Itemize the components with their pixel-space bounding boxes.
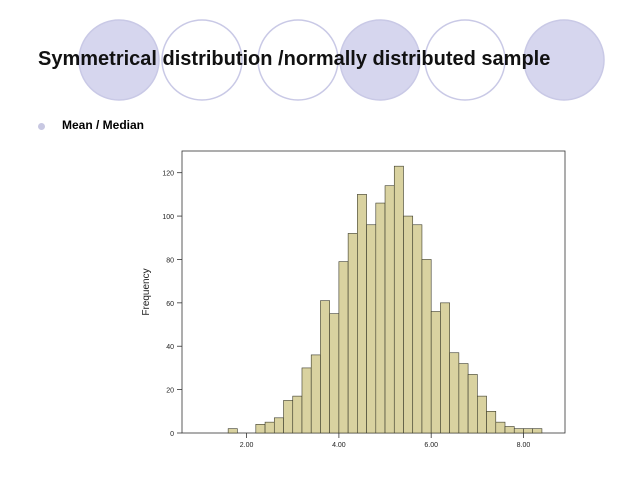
y-tick-label: 60 <box>166 301 174 308</box>
histogram-bar <box>357 194 367 434</box>
histogram-bar <box>523 428 533 434</box>
histogram-bar <box>292 395 303 434</box>
histogram-bar <box>495 421 506 434</box>
histogram-bar <box>347 233 358 434</box>
deco-circle <box>78 19 160 101</box>
y-tick-label: 120 <box>162 171 174 178</box>
histogram-bar <box>513 428 524 434</box>
y-tick-label: 80 <box>166 257 174 264</box>
histogram-bar <box>310 354 321 434</box>
histogram-bar <box>273 417 284 434</box>
histogram-bar <box>504 426 515 434</box>
histogram-bar <box>532 428 543 434</box>
histogram-bar <box>430 311 441 434</box>
x-tick-label: 2.00 <box>240 442 254 449</box>
histogram-chart: 0 20 40 60 80 100 120 2.00 4.00 6.00 8.00 Frequenc… <box>141 150 566 449</box>
histogram-bar <box>477 395 487 434</box>
x-tick-label: 4.00 <box>332 442 346 449</box>
y-axis-label: Frequency <box>141 268 152 315</box>
histogram-bar <box>227 428 238 434</box>
y-tick-label: 20 <box>166 388 174 395</box>
axes: 0 20 40 60 80 100 120 2.00 4.00 6.00 8.00 <box>162 171 530 449</box>
deco-circle <box>257 19 339 101</box>
histogram-bar <box>467 374 478 434</box>
y-tick-label: 40 <box>166 344 174 351</box>
x-tick-label: 6.00 <box>424 442 438 449</box>
histogram-bar <box>283 400 294 434</box>
histogram-bar <box>366 224 377 434</box>
histogram-bar <box>393 165 404 434</box>
histogram-bar <box>440 302 450 434</box>
bullet-text: Mean / Median <box>62 118 145 132</box>
histogram-bar <box>338 261 349 434</box>
x-tick-label: 8.00 <box>517 442 531 449</box>
y-tick-label: 0 <box>170 431 174 438</box>
decorative-circles <box>78 19 605 101</box>
bar-group <box>227 165 543 434</box>
histogram-bar <box>412 224 423 434</box>
histogram-bar <box>403 215 414 434</box>
histogram-bar <box>264 421 275 434</box>
histogram-bar <box>458 363 469 434</box>
histogram-bar <box>375 202 386 434</box>
y-tick-label: 100 <box>162 214 174 221</box>
histogram-bar <box>421 259 432 434</box>
histogram-bar <box>320 300 330 434</box>
histogram-bar <box>384 185 395 434</box>
deco-circle <box>424 19 506 101</box>
bullet-dot-icon <box>38 123 45 130</box>
histogram-bar <box>301 367 312 434</box>
slide-title: Symmetrical distribution /normally distr… <box>38 48 551 70</box>
deco-circle <box>161 19 243 101</box>
histogram-bar <box>329 313 340 434</box>
deco-circle <box>339 19 421 101</box>
histogram-bar <box>486 411 497 434</box>
histogram-bar <box>255 424 266 434</box>
histogram-bar <box>449 352 460 434</box>
deco-circle <box>523 19 605 101</box>
